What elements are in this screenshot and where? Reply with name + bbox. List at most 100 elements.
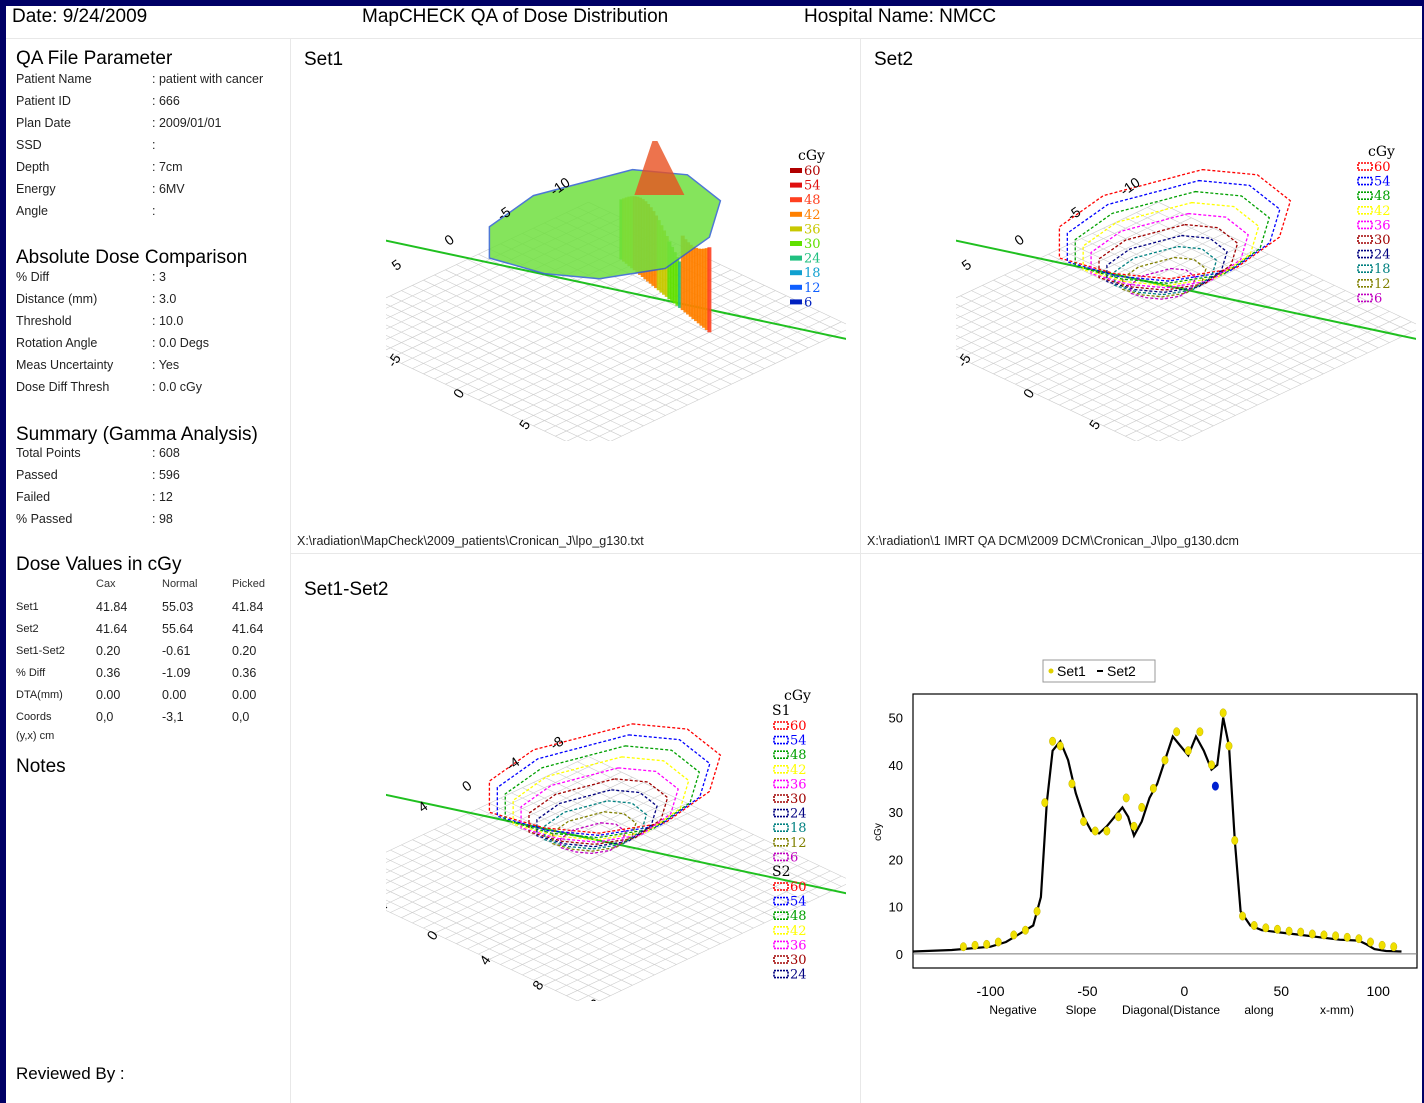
series-set1-point — [1122, 793, 1130, 803]
param-row: Passed: 596 — [16, 468, 291, 484]
legend-swatch — [773, 735, 789, 745]
x-axis-label-word: x-mm) — [1320, 1003, 1354, 1017]
legend-level: 60 — [790, 719, 807, 734]
axis-tick-label: 8 — [386, 818, 387, 836]
legend-swatch — [773, 926, 789, 935]
legend-swatch — [790, 284, 802, 290]
series-set1-point — [1378, 940, 1386, 950]
param-key: Rotation Angle — [16, 336, 98, 350]
legend-unit: cGy — [1368, 144, 1395, 160]
series-set1-point — [1308, 929, 1316, 939]
y-tick-label: 0 — [896, 947, 903, 962]
legend-level: 60 — [790, 880, 807, 895]
series-set1-point — [994, 937, 1002, 947]
isodose-contour — [1090, 212, 1249, 289]
legend-level: 48 — [790, 909, 807, 924]
x-tick-label: -100 — [977, 983, 1005, 999]
param-key: Angle — [16, 204, 48, 218]
axis-tick-label: 4 — [415, 798, 431, 816]
legend-swatch — [773, 969, 789, 979]
series-set1-point — [1161, 755, 1169, 765]
dose-cell: 55.64 — [162, 622, 194, 636]
legend-level: 30 — [790, 792, 807, 807]
series-set1-point — [1184, 746, 1192, 756]
series-set1-point — [1208, 760, 1215, 770]
isodose-contour — [496, 734, 711, 837]
axis-tick-label: 0 — [441, 231, 457, 249]
param-key: Energy — [16, 182, 56, 196]
legend-level: 42 — [1374, 204, 1391, 219]
param-row: Patient Name: patient with cancer — [16, 72, 291, 88]
legend-level: 12 — [790, 836, 807, 851]
legend-level: 48 — [1374, 189, 1391, 204]
param-row: Plan Date: 2009/01/01 — [16, 116, 291, 132]
dose-cell: 0.36 — [96, 666, 121, 680]
series-set1-point — [1250, 921, 1258, 930]
axis-tick-label: 5 — [959, 256, 975, 274]
param-row: % Passed: 98 — [16, 512, 291, 528]
series-set1-point — [1285, 926, 1293, 936]
legend-level: 12 — [804, 281, 821, 296]
axis-tick-label: 12 — [582, 996, 604, 1001]
param-row: Threshold: 10.0 — [16, 314, 291, 330]
green-axis-line — [956, 239, 1416, 340]
legend-swatch — [773, 896, 789, 906]
param-key: Threshold — [16, 314, 72, 328]
isodose-contour — [1114, 245, 1218, 296]
axis-tick-label: -5 — [1064, 203, 1084, 223]
legend-swatch — [1357, 264, 1373, 273]
param-key: Meas Uncertainty — [16, 358, 114, 372]
axis-tick-label: 8 — [529, 977, 547, 993]
dose-cell: 0.00 — [162, 688, 187, 702]
param-value: : — [152, 204, 156, 218]
y-tick-label: 10 — [889, 900, 903, 915]
param-key: Failed — [16, 490, 51, 504]
series-set1-point — [1320, 930, 1328, 940]
notes-label: Notes — [16, 756, 66, 777]
dose-peak — [634, 141, 685, 195]
isodose-contour — [552, 811, 637, 852]
y-tick-label: 50 — [889, 711, 903, 726]
param-row: Failed: 12 — [16, 490, 291, 506]
hospital-name: Hospital Name: NMCC — [804, 6, 997, 27]
y-tick-label: 30 — [889, 805, 903, 820]
param-value: : patient with cancer — [152, 72, 264, 86]
axis-tick-label: 0 — [450, 385, 468, 401]
series-set1-point — [1367, 937, 1374, 947]
legend-level: 30 — [1374, 233, 1391, 248]
axis-tick-label: -4 — [503, 753, 523, 773]
legend-level: 6 — [790, 850, 798, 865]
legend-marker-set1 — [1048, 668, 1054, 674]
legend-level: 24 — [804, 252, 821, 267]
legend-level: 24 — [1374, 248, 1391, 263]
legend-level: 42 — [790, 924, 807, 939]
legend-label-set2: Set2 — [1107, 663, 1136, 679]
axis-tick-label: -8 — [547, 733, 567, 753]
abs-dose-title: Absolute Dose Comparison — [16, 247, 248, 268]
set2-file-path: X:\radiation\1 IMRT QA DCM\2009 DCM\Cron… — [867, 534, 1239, 548]
axis-tick-label: -4 — [386, 898, 391, 918]
dose-cell: -3,1 — [162, 710, 184, 724]
param-row: % Diff: 3 — [16, 270, 291, 286]
legend-swatch — [1357, 220, 1373, 230]
dose-cell: 0,0 — [96, 710, 114, 724]
series-set1-point — [1041, 798, 1049, 808]
legend-level: 24 — [790, 807, 807, 822]
dose-cell: 41.84 — [96, 600, 128, 614]
x-tick-label: 100 — [1367, 983, 1391, 999]
isodose-contour — [536, 789, 658, 848]
dose-surface — [488, 168, 722, 280]
legend-swatch — [790, 182, 802, 188]
dose-cell: 0.00 — [96, 688, 121, 702]
dose-cell: -0.61 — [162, 644, 191, 658]
param-key: SSD — [16, 138, 42, 152]
legend-level: 54 — [790, 734, 807, 749]
coords-unit: (y,x) cm — [16, 730, 55, 742]
legend-group-title: S1 — [772, 703, 791, 719]
legend-swatch — [1357, 162, 1373, 171]
report-page: Date: 9/24/2009 MapCHECK QA of Dose Dist… — [6, 6, 1422, 1103]
x-axis-label-word: Slope — [1066, 1003, 1097, 1017]
legend-swatch — [1357, 206, 1373, 215]
isodose-contour — [1098, 223, 1239, 291]
